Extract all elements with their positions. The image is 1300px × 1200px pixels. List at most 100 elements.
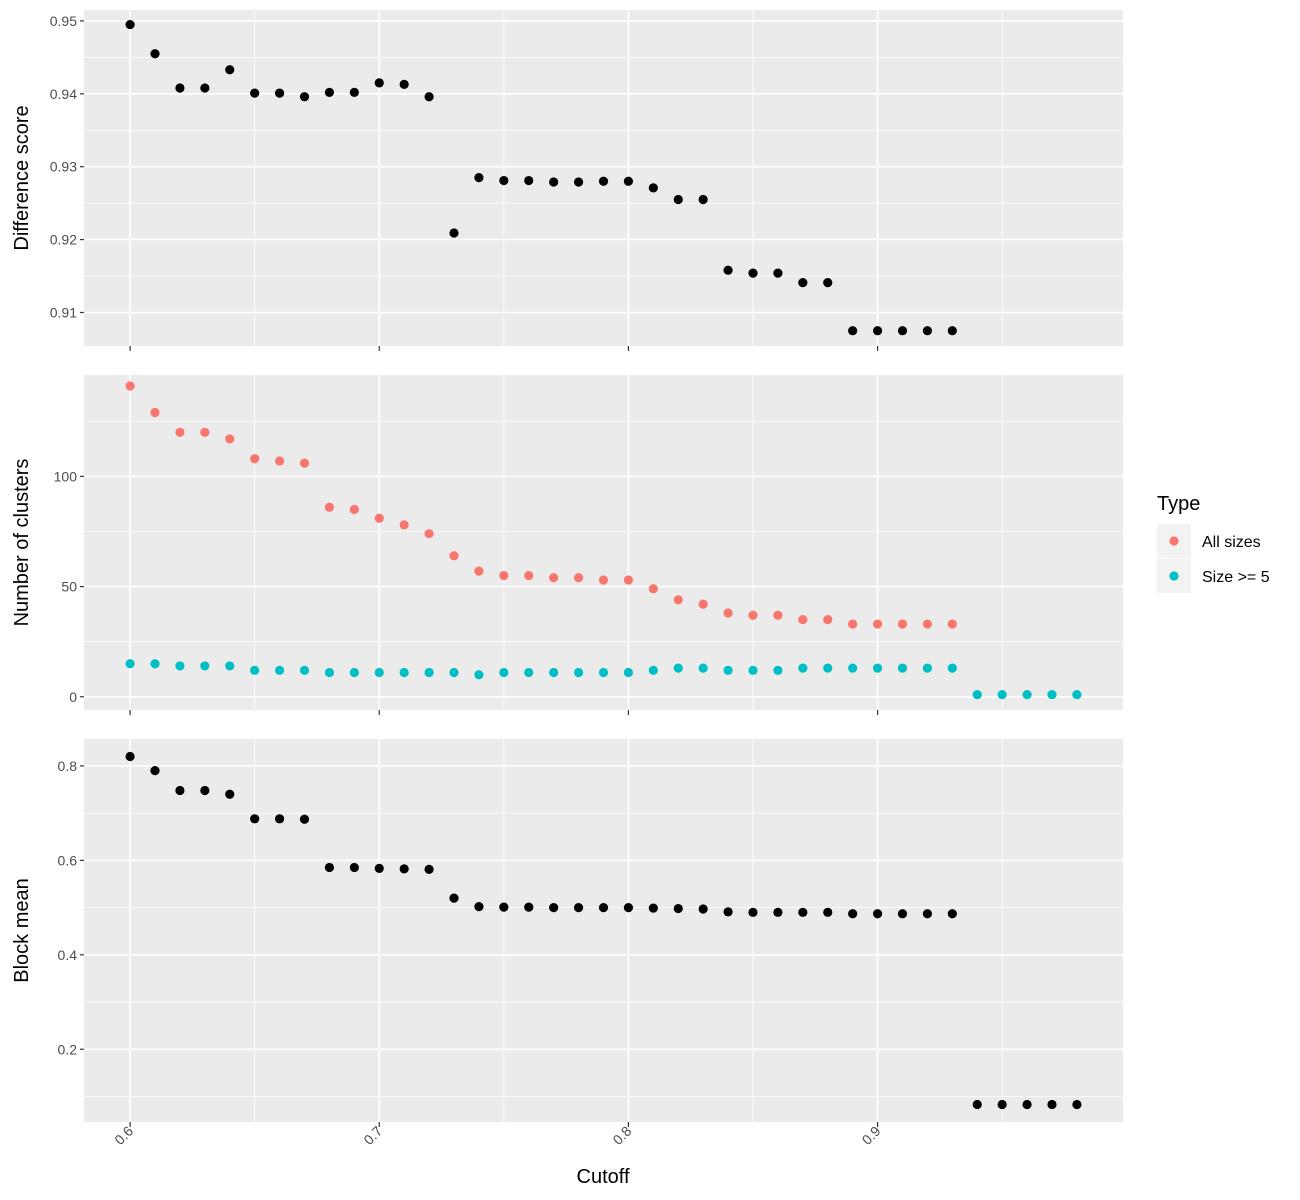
data-point [374,863,384,873]
data-point [349,667,359,678]
data-point [150,766,160,776]
data-point [573,667,584,678]
y-tick-label: 0.93 [50,159,77,175]
data-point [349,87,359,97]
series-1 [125,381,957,629]
data-point [922,909,933,919]
data-point [598,575,609,585]
data-point [773,665,783,675]
panel-background [84,739,1123,1122]
data-point [175,661,185,671]
data-point [274,814,285,824]
data-point [225,65,235,75]
y-tick-label: 50 [61,579,77,595]
data-point [823,615,833,625]
data-point [374,513,384,523]
data-point [150,659,160,669]
data-point [623,902,634,913]
y-tick-label: 0 [69,689,77,705]
data-point [150,407,160,418]
data-point [524,570,534,581]
data-point [225,661,235,671]
data-point [698,194,708,205]
data-point [598,176,609,186]
data-point [424,92,434,102]
data-point [324,87,335,97]
data-point [573,902,584,913]
legend-label: All sizes [1202,534,1261,551]
data-point [947,326,957,336]
data-point [897,619,908,629]
data-point [474,566,484,576]
data-point [274,456,285,466]
data-point [549,667,559,678]
data-point [349,504,359,515]
y-tick-label: 0.94 [50,86,77,102]
data-point [324,667,335,678]
data-point [399,667,409,678]
data-point [250,454,260,464]
data-point [474,173,484,183]
y-tick-label: 100 [54,468,78,484]
legend: Type All sizes Size >= 5 [1157,493,1270,593]
data-point [723,265,733,275]
data-point [947,663,957,673]
data-point [972,689,982,700]
data-point [573,177,584,187]
data-point [972,1099,982,1110]
data-point [1072,1099,1082,1110]
data-point [549,573,559,583]
data-point [648,183,658,193]
data-point [823,663,833,673]
data-point [449,551,459,561]
data-point [175,785,185,796]
data-point [324,862,335,873]
data-point [299,458,310,468]
data-point [623,176,634,186]
data-point [673,595,683,605]
data-point [997,1099,1007,1110]
data-point [872,619,883,629]
data-point [474,902,484,912]
data-point [748,268,758,278]
data-point [723,907,733,917]
data-point [598,667,609,678]
data-point [524,902,534,912]
data-point [274,88,285,98]
data-point [798,277,808,288]
data-point [524,667,534,678]
data-point [499,570,509,581]
y-tick-label: 0.92 [50,232,77,248]
data-point [897,326,908,336]
data-point [798,907,808,917]
panel-1: 0.91 0.92 0.93 0.94 0.95 Difference score [11,10,1123,351]
data-point [200,83,210,93]
y-tick-label: 0.91 [50,304,77,320]
data-point [399,520,409,530]
data-point [773,268,783,278]
data-point [798,615,808,625]
data-point [225,434,235,444]
panel-2: 0 50 100 Number of clusters [11,375,1123,715]
data-point [848,663,858,673]
data-point [449,667,459,678]
data-point [922,619,933,629]
data-point [549,177,559,187]
data-point [524,175,534,186]
data-point [200,427,210,437]
data-point [623,575,634,585]
data-point [349,862,359,873]
data-point [798,663,808,673]
data-point [598,902,609,913]
panels: 0.91 0.92 0.93 0.94 0.95 Difference score 0 50 1… [11,10,1123,1148]
y-axis-title: Number of clusters [11,459,33,627]
data-point [748,907,758,917]
data-point [299,814,310,824]
legend-label: Size >= 5 [1202,569,1270,586]
panel-background [84,375,1123,710]
y-tick-label: 0.8 [58,758,78,774]
data-point [1047,689,1057,700]
data-point [374,667,384,678]
